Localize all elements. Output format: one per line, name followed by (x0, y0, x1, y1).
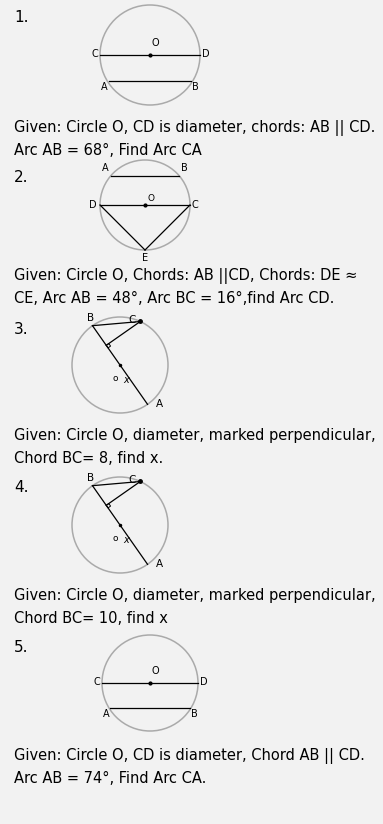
Text: Given: Circle O, CD is diameter, chords: AB || CD.: Given: Circle O, CD is diameter, chords:… (14, 120, 375, 136)
Text: Given: Circle O, diameter, marked perpendicular,: Given: Circle O, diameter, marked perpen… (14, 428, 376, 443)
Text: O: O (152, 38, 160, 48)
Text: 1.: 1. (14, 10, 28, 25)
Text: B: B (191, 709, 198, 719)
Text: x: x (123, 535, 129, 545)
Text: D: D (202, 49, 210, 59)
Text: O: O (147, 194, 154, 203)
Text: C: C (128, 316, 135, 325)
Text: D: D (200, 677, 208, 687)
Text: o: o (113, 534, 118, 543)
Text: A: A (156, 400, 163, 410)
Text: B: B (182, 163, 188, 173)
Text: Given: Circle O, diameter, marked perpendicular,: Given: Circle O, diameter, marked perpen… (14, 588, 376, 603)
Text: 3.: 3. (14, 322, 29, 337)
Text: A: A (102, 163, 108, 173)
Text: A: A (156, 559, 163, 569)
Text: C: C (93, 677, 100, 687)
Text: B: B (192, 82, 199, 92)
Text: C: C (91, 49, 98, 59)
Text: Given: Circle O, CD is diameter, Chord AB || CD.: Given: Circle O, CD is diameter, Chord A… (14, 748, 365, 764)
Text: x: x (123, 375, 129, 385)
Text: 5.: 5. (14, 640, 28, 655)
Text: CE, Arc AB = 48°, Arc BC = 16°,find Arc CD.: CE, Arc AB = 48°, Arc BC = 16°,find Arc … (14, 291, 334, 306)
Text: Given: Circle O, Chords: AB ||CD, Chords: DE ≈: Given: Circle O, Chords: AB ||CD, Chords… (14, 268, 357, 284)
Text: 2.: 2. (14, 170, 28, 185)
Text: 4.: 4. (14, 480, 28, 495)
Text: o: o (113, 373, 118, 382)
Text: A: A (101, 82, 108, 92)
Text: E: E (142, 253, 148, 263)
Text: B: B (87, 473, 94, 483)
Text: Arc AB = 68°, Find Arc CA: Arc AB = 68°, Find Arc CA (14, 143, 202, 158)
Text: O: O (152, 666, 160, 676)
Text: Chord BC= 8, find x.: Chord BC= 8, find x. (14, 451, 163, 466)
Text: Chord BC= 10, find x: Chord BC= 10, find x (14, 611, 168, 626)
Text: B: B (87, 312, 94, 323)
Text: Arc AB = 74°, Find Arc CA.: Arc AB = 74°, Find Arc CA. (14, 771, 206, 786)
Text: C: C (192, 200, 199, 210)
Text: D: D (89, 200, 97, 210)
Text: C: C (128, 475, 135, 485)
Text: A: A (103, 709, 109, 719)
